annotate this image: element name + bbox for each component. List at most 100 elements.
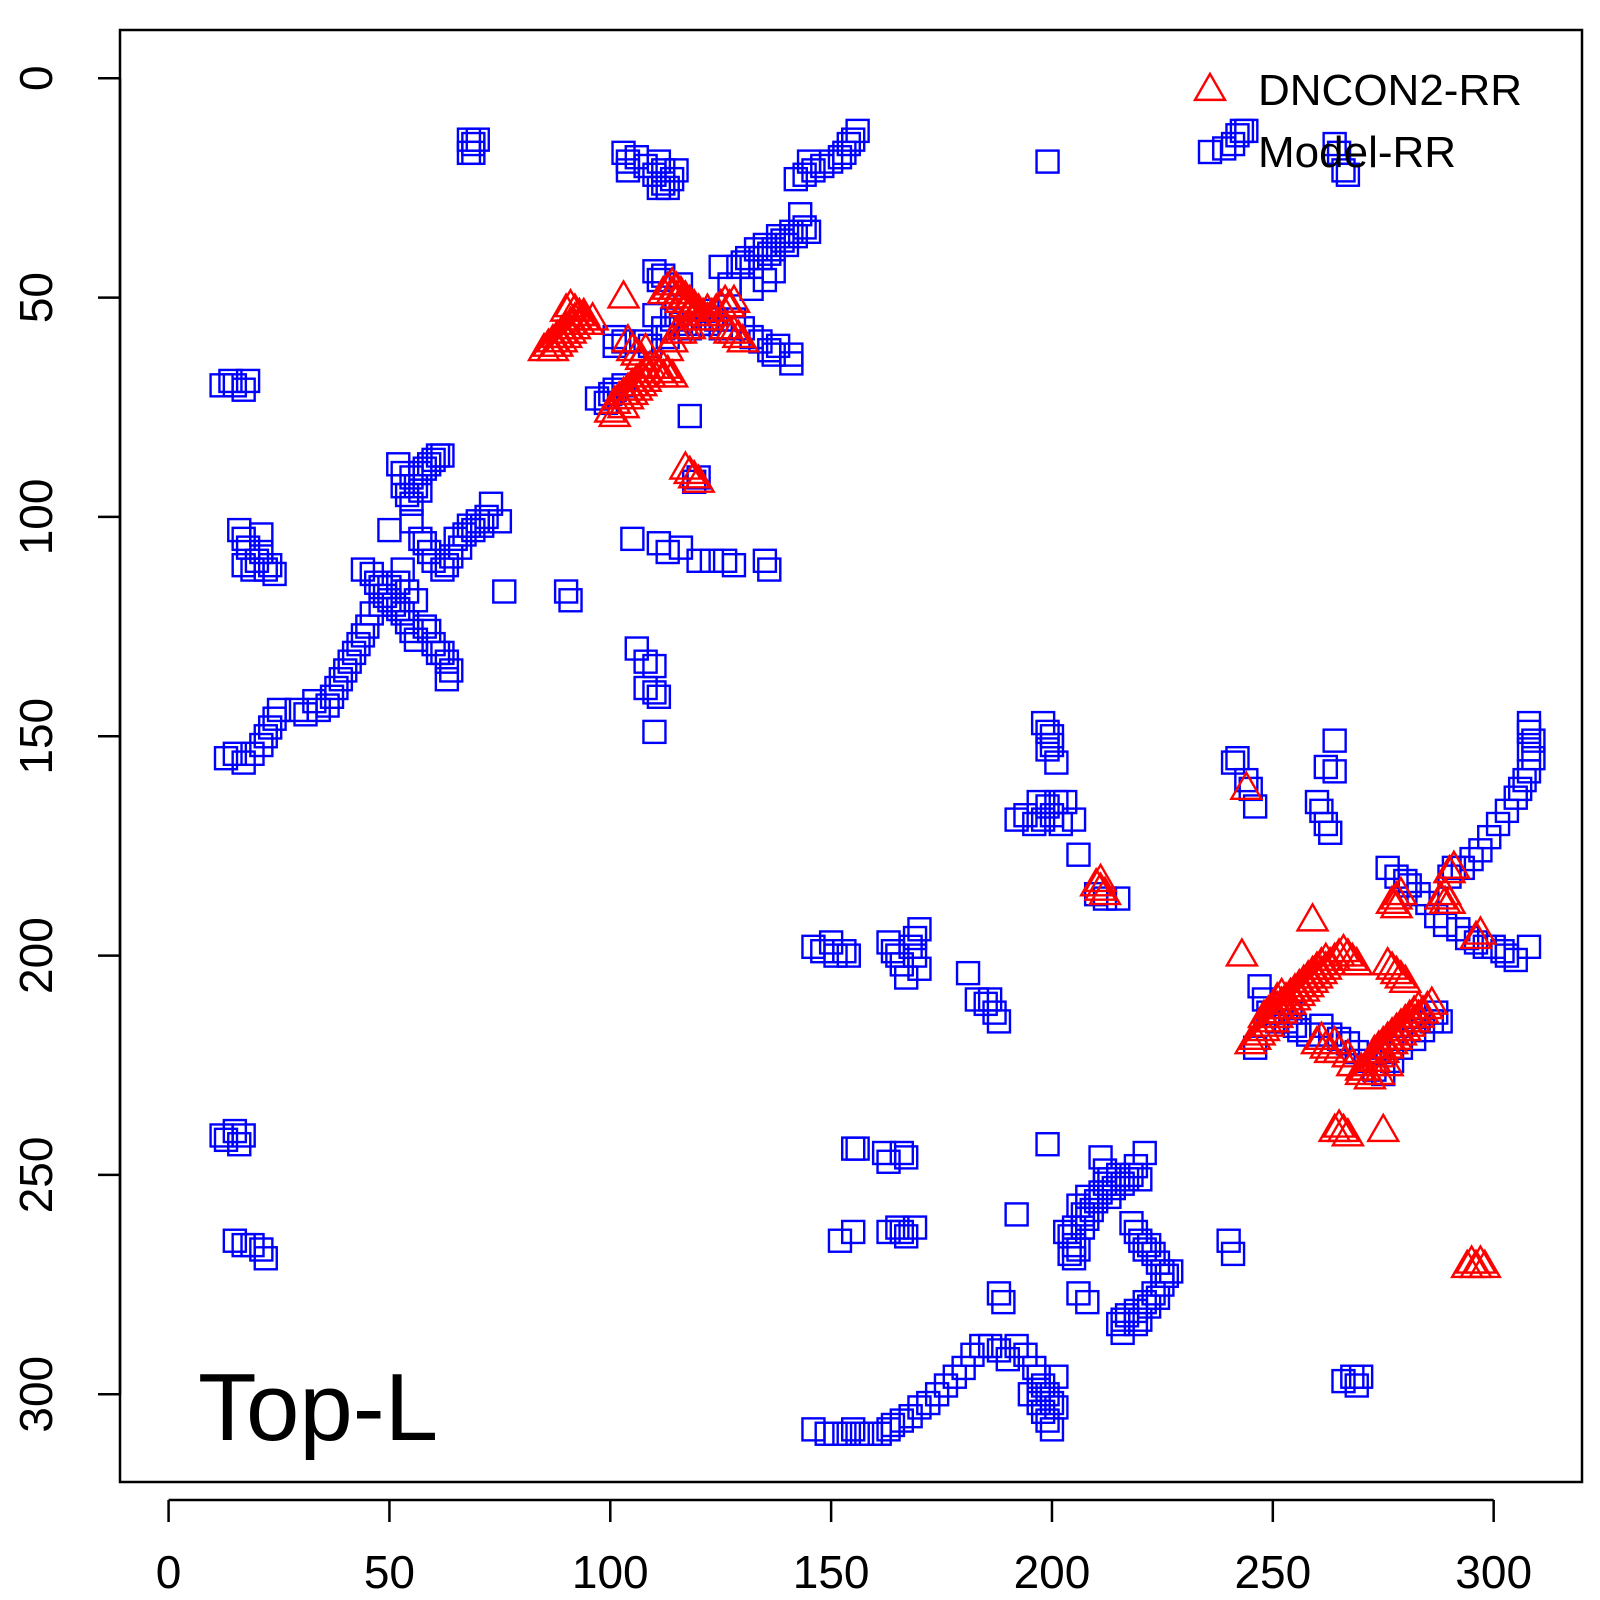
model-rr-point <box>1234 767 1259 793</box>
y-tick-label: 200 <box>10 917 62 994</box>
model-rr-point <box>434 552 460 578</box>
dncon2-rr-point <box>672 309 707 340</box>
model-rr-point <box>403 588 429 613</box>
model-rr-point <box>487 509 513 534</box>
model-rr-point <box>761 342 786 367</box>
model-rr-point <box>231 750 256 775</box>
model-rr-point <box>1225 123 1250 148</box>
model-rr-point <box>1446 917 1471 942</box>
y-tick-label: 100 <box>10 479 62 556</box>
model-rr-point <box>461 517 486 543</box>
model-rr-point <box>1521 728 1546 753</box>
model-rr-point <box>664 158 689 183</box>
dncon2-rr-point <box>1374 884 1410 915</box>
model-rr-point <box>1044 1364 1069 1389</box>
dncon2-rr-point <box>1423 880 1458 910</box>
model-rr-point <box>1516 934 1542 960</box>
model-rr-point <box>399 618 424 644</box>
model-rr-point <box>1393 868 1418 894</box>
model-rr-point <box>1234 118 1259 144</box>
model-rr-point <box>1335 162 1361 187</box>
model-rr-point <box>633 153 658 179</box>
model-rr-point <box>796 219 822 244</box>
model-rr-point <box>655 539 680 565</box>
model-rr-point <box>1145 1285 1171 1310</box>
model-rr-point <box>231 526 256 552</box>
model-rr-point <box>368 592 393 617</box>
model-rr-point <box>328 667 354 692</box>
model-rr-point <box>651 171 676 196</box>
dncon2-rr-point <box>663 314 699 344</box>
model-rr-point <box>399 491 424 516</box>
model-rr-point <box>249 732 274 758</box>
panel-label: Top-L <box>198 1354 438 1461</box>
model-rr-point <box>337 649 362 674</box>
model-rr-point <box>757 241 782 266</box>
model-rr-point <box>765 333 791 359</box>
model-rr-point <box>421 447 446 473</box>
model-rr-point <box>302 688 327 714</box>
model-rr-point <box>611 140 636 166</box>
model-rr-point <box>836 943 861 968</box>
model-rr-point <box>1375 855 1400 881</box>
model-rr-point <box>456 140 482 166</box>
x-tick-label: 150 <box>793 1546 870 1598</box>
model-rr-point <box>1061 807 1087 832</box>
model-rr-point <box>1057 1241 1082 1267</box>
model-rr-point <box>739 276 764 302</box>
model-rr-point <box>293 702 318 727</box>
model-rr-point <box>465 127 490 152</box>
model-rr-point <box>730 250 755 275</box>
dncon2-rr-point <box>725 322 760 353</box>
model-rr-point <box>421 548 446 573</box>
model-rr-point <box>1516 710 1542 736</box>
model-rr-point <box>403 627 429 652</box>
model-rr-point <box>394 579 420 604</box>
model-rr-point <box>977 1333 1003 1359</box>
model-rr-point <box>823 943 848 968</box>
model-rr-point <box>832 1421 857 1446</box>
model-rr-point <box>668 535 694 560</box>
model-rr-point <box>231 377 256 402</box>
model-rr-point <box>394 482 420 508</box>
x-tick-label: 200 <box>1014 1546 1091 1598</box>
model-rr-point <box>213 1127 239 1153</box>
dncon2-rr-point <box>1414 985 1449 1015</box>
model-rr-point <box>253 1246 278 1271</box>
dncon2-rr-point <box>619 336 654 366</box>
model-rr-point <box>827 1228 853 1253</box>
model-rr-point <box>240 741 265 767</box>
model-rr-point <box>231 1123 256 1148</box>
legend-marker <box>1192 71 1228 102</box>
model-rr-point <box>642 719 667 745</box>
x-tick-label: 0 <box>156 1546 182 1598</box>
dncon2-rr-point <box>1339 945 1374 976</box>
model-rr-point <box>1348 1364 1374 1389</box>
model-rr-point <box>350 557 376 582</box>
model-rr-point <box>894 965 919 990</box>
model-rr-point <box>960 1342 985 1367</box>
dncon2-rr-point <box>606 279 641 309</box>
model-rr-point <box>752 267 778 293</box>
model-rr-point <box>377 517 402 543</box>
model-rr-point <box>1070 1202 1096 1227</box>
model-rr-point <box>1119 1210 1144 1236</box>
model-rr-point <box>1136 1232 1162 1258</box>
dncon2-rr-point <box>1087 875 1123 906</box>
model-rr-point <box>1247 974 1272 999</box>
model-rr-point <box>492 579 517 604</box>
model-rr-point <box>456 513 482 538</box>
model-rr-point <box>832 939 857 964</box>
model-rr-point <box>244 548 270 573</box>
dncon2-rr-point <box>1330 1116 1365 1147</box>
y-tick-label: 50 <box>10 272 62 323</box>
model-rr-point <box>1406 881 1431 907</box>
model-rr-point <box>1318 1022 1343 1047</box>
model-rr-point <box>1092 1171 1118 1196</box>
model-rr-point <box>257 715 283 740</box>
x-tick-label: 50 <box>364 1546 415 1598</box>
x-axis: 0 50 100 150 200 250 300 <box>156 1498 1532 1598</box>
y-axis: 0 50 100 150 200 250 300 <box>10 65 122 1433</box>
model-rr-point <box>907 917 932 942</box>
